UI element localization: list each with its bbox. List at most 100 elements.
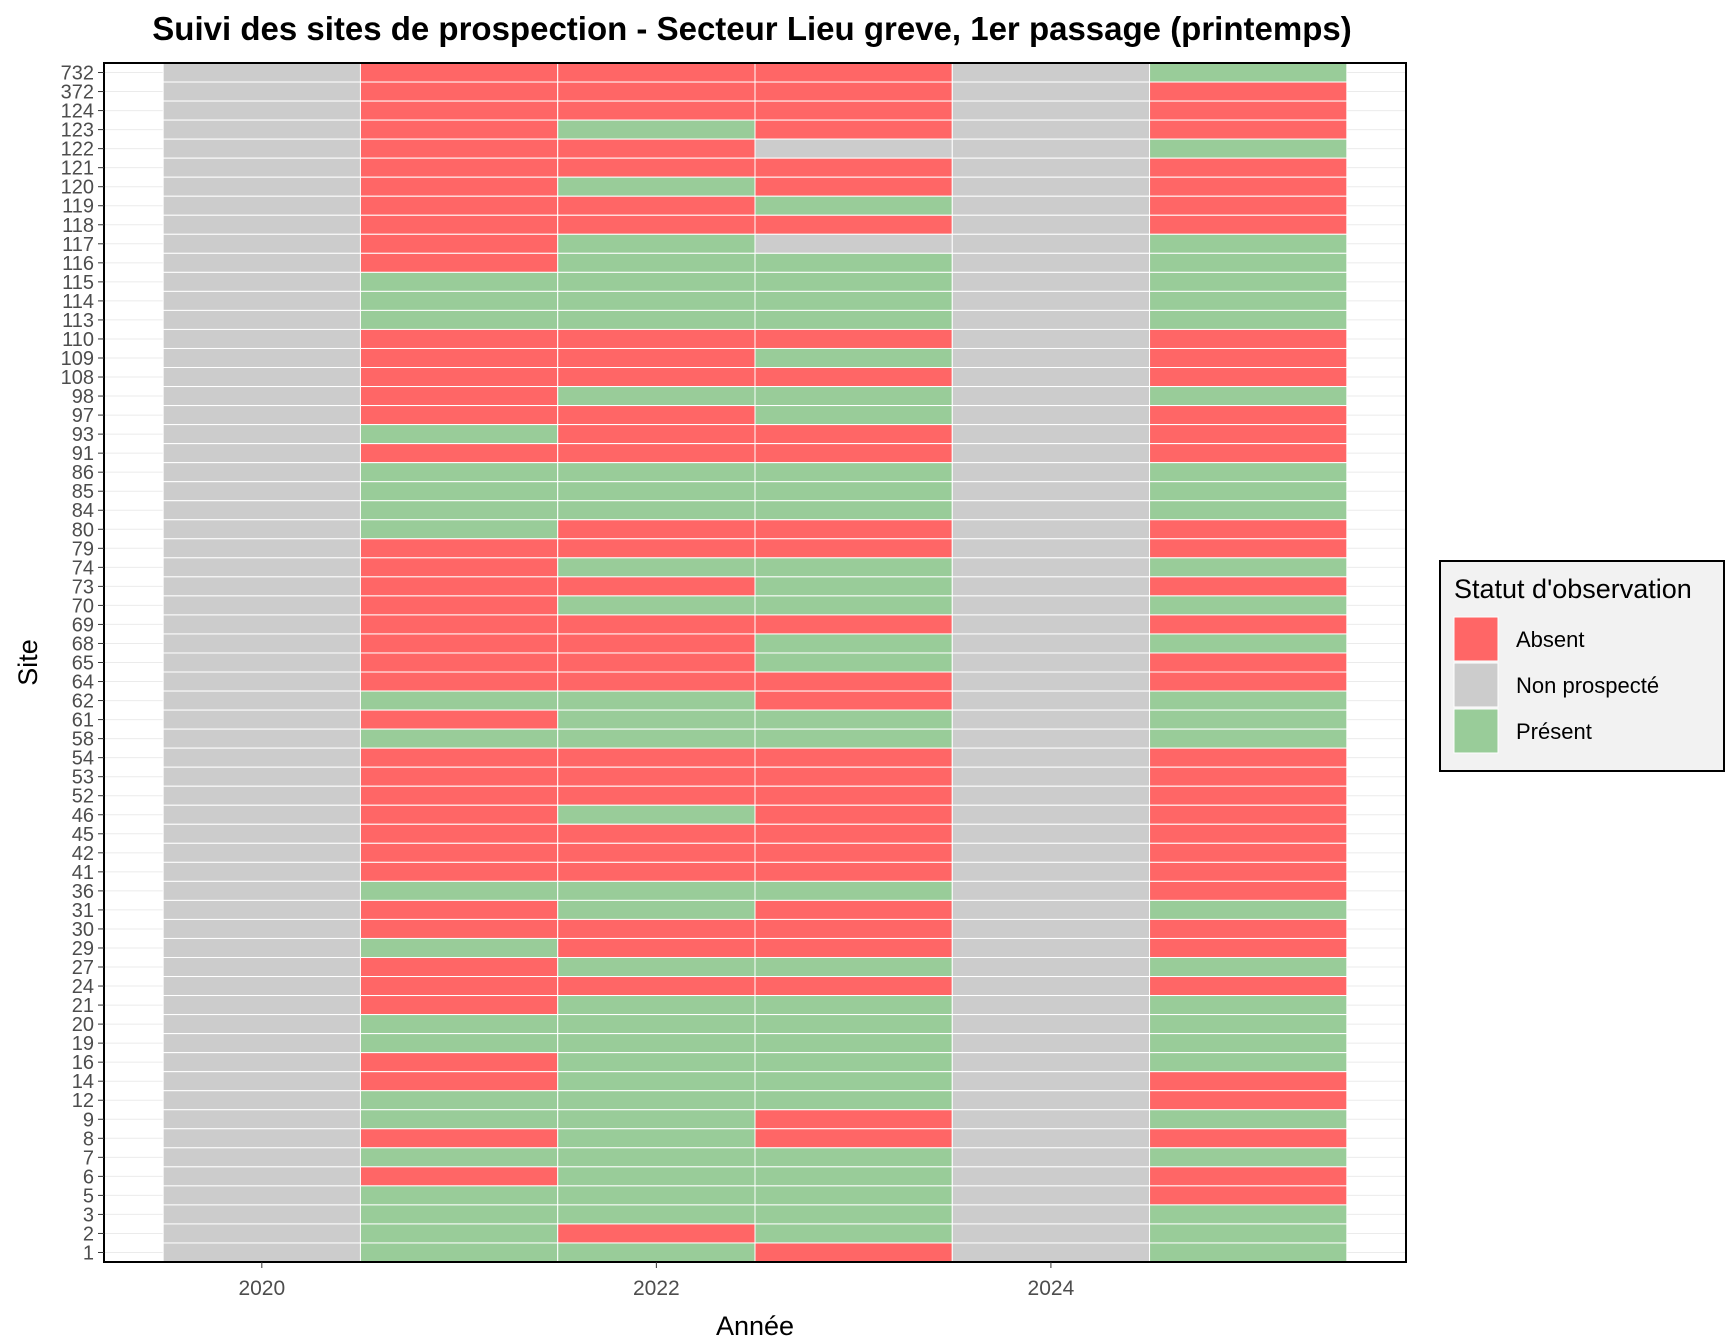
y-tick-label: 41 [72, 862, 94, 884]
y-tick-label: 119 [62, 196, 94, 218]
heatmap-cell [951, 633, 1151, 654]
y-tick-label: 70 [72, 595, 94, 617]
heatmap-cell [359, 157, 559, 178]
heatmap-cell [557, 386, 756, 407]
heatmap-cell [754, 709, 953, 730]
heatmap-cell [1149, 290, 1348, 311]
heatmap-cell [1149, 519, 1348, 540]
legend-key-label: Absent [1516, 627, 1585, 652]
heatmap-cell [557, 747, 756, 768]
heatmap-cell [1149, 976, 1348, 997]
heatmap-cell [359, 976, 559, 997]
heatmap-cell [162, 690, 361, 711]
heatmap-cell [1149, 1052, 1348, 1073]
heatmap-cell [754, 1204, 953, 1225]
heatmap-cell [754, 861, 953, 882]
heatmap-cell [754, 690, 953, 711]
heatmap-cell [951, 519, 1151, 540]
y-tick-label: 732 [61, 63, 94, 85]
heatmap-cell [754, 557, 953, 578]
heatmap-cell [754, 386, 953, 407]
heatmap-cell [951, 157, 1151, 178]
heatmap-cell [951, 918, 1151, 939]
y-tick-label: 123 [61, 120, 94, 142]
heatmap-cell [557, 1223, 756, 1244]
heatmap-cell [359, 500, 559, 521]
heatmap-cell [359, 956, 559, 978]
y-tick-label: 1 [83, 1242, 94, 1264]
heatmap-cell [951, 690, 1151, 711]
heatmap-cell [1149, 956, 1348, 978]
y-tick-label: 45 [72, 824, 94, 846]
y-tick-label: 116 [62, 253, 94, 275]
heatmap-cell [359, 633, 559, 654]
heatmap-cell [359, 443, 559, 464]
y-tick-label: 16 [72, 1052, 94, 1074]
heatmap-cell [1149, 405, 1348, 426]
heatmap-cell [754, 633, 953, 654]
y-tick-label: 29 [72, 938, 94, 960]
heatmap-cell [951, 424, 1151, 445]
heatmap-cell [162, 937, 361, 958]
heatmap-cell [951, 62, 1151, 83]
heatmap-cell [359, 538, 559, 559]
heatmap-cell [359, 347, 559, 369]
y-tick-label: 19 [72, 1033, 94, 1055]
heatmap-cell [754, 956, 953, 978]
y-tick-label: 62 [72, 691, 94, 713]
heatmap-cell [557, 424, 756, 445]
heatmap-cell [1149, 62, 1348, 83]
heatmap-cell [951, 347, 1151, 369]
heatmap-cell [162, 347, 361, 369]
heatmap-cell [557, 823, 756, 844]
y-tick-label: 108 [61, 367, 94, 389]
legend-key-swatch [1453, 616, 1499, 662]
y-tick-label: 80 [72, 519, 94, 541]
y-tick-label: 68 [72, 633, 94, 655]
heatmap-cell [359, 386, 559, 407]
heatmap-cell [754, 728, 953, 749]
heatmap-cell [359, 557, 559, 578]
heatmap-cell [951, 405, 1151, 426]
heatmap-cell [557, 1109, 756, 1130]
heatmap-cell [1149, 614, 1348, 635]
heatmap-cell [162, 823, 361, 844]
y-axis-title: Site [13, 639, 43, 686]
heatmap-cell [951, 595, 1151, 616]
heatmap-cell [557, 100, 756, 121]
heatmap-cell [754, 538, 953, 559]
heatmap-cell [162, 367, 361, 388]
heatmap-cell [162, 233, 361, 254]
heatmap-cell [754, 481, 953, 502]
heatmap-cell [557, 880, 756, 901]
y-tick-label: 84 [72, 500, 94, 522]
y-tick-label: 69 [72, 614, 94, 636]
heatmap-cell [1149, 1071, 1348, 1092]
heatmap-cell [1149, 328, 1348, 349]
legend: Statut d'observation Absent Non prospecté… [1439, 560, 1725, 772]
y-tick-label: 65 [72, 653, 94, 675]
heatmap-cell [754, 918, 953, 939]
heatmap-cell [951, 557, 1151, 578]
heatmap-cell [359, 138, 559, 159]
heatmap-cell [557, 481, 756, 502]
heatmap-cell [359, 1242, 559, 1263]
heatmap-cell [359, 785, 559, 806]
y-tick-label: 85 [72, 481, 94, 503]
y-tick-label: 86 [72, 462, 94, 484]
legend-key-swatch [1453, 708, 1499, 754]
heatmap-cell [557, 899, 756, 920]
y-tick-label: 52 [72, 786, 94, 808]
heatmap-cell [557, 309, 756, 330]
heatmap-cell [1149, 1128, 1348, 1149]
heatmap-cell [557, 976, 756, 997]
heatmap-cell [951, 956, 1151, 978]
heatmap-cell [1149, 271, 1348, 292]
heatmap-cell [1149, 1109, 1348, 1130]
heatmap-cell [162, 290, 361, 311]
y-tick-label: 372 [61, 82, 94, 104]
x-axis-ticks: 2020 2022 2024 [238, 1262, 1075, 1300]
heatmap-cell [1149, 785, 1348, 806]
heatmap-cell [1149, 1223, 1348, 1244]
y-tick-label: 27 [72, 957, 94, 979]
